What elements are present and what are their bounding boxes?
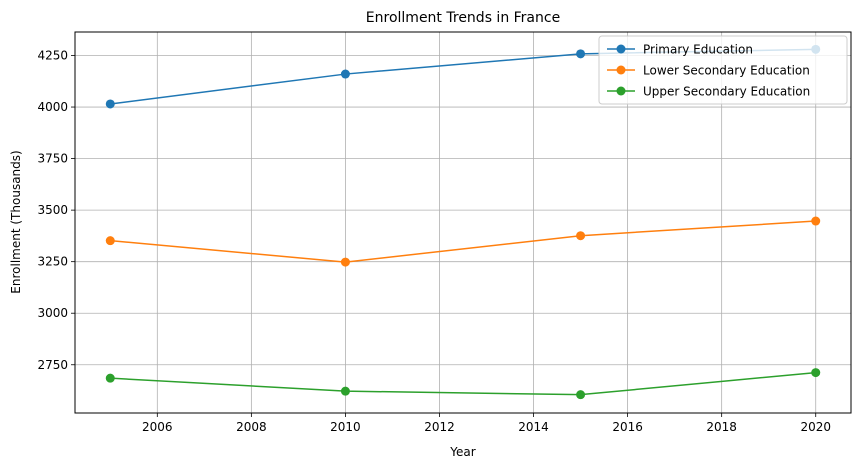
legend-marker: [616, 44, 626, 54]
y-axis: 2750 3000 3250 3500 3750 4000 4250: [37, 49, 75, 372]
series-group: [105, 44, 821, 400]
data-point: [105, 236, 115, 246]
legend-entry: Lower Secondary Education: [607, 64, 810, 78]
data-point: [105, 373, 115, 383]
legend-label: Primary Education: [643, 43, 753, 57]
legend-box: [598, 35, 848, 105]
data-point: [340, 386, 350, 396]
y-tick-label: 3000: [37, 306, 68, 320]
x-tick-label: 2014: [518, 420, 549, 434]
data-point: [340, 69, 350, 79]
x-tick-label: 2010: [330, 420, 361, 434]
plot-frame: [74, 31, 852, 414]
y-tick-label: 3250: [37, 255, 68, 269]
data-point: [811, 216, 821, 226]
series-2: [105, 216, 821, 267]
y-tick-label: 4000: [37, 100, 68, 114]
x-tick-label: 2012: [424, 420, 455, 434]
series-line: [110, 371, 816, 396]
data-point: [340, 257, 350, 267]
y-tick-label: 2750: [37, 358, 68, 372]
legend-entry: Primary Education: [607, 43, 753, 57]
legend-marker: [616, 86, 626, 96]
x-tick-label: 2008: [236, 420, 267, 434]
x-tick-label: 2016: [612, 420, 643, 434]
y-axis-label: Enrollment (Thousands): [9, 150, 23, 293]
data-point: [105, 99, 115, 109]
x-tick-label: 2020: [800, 420, 831, 434]
x-tick-label: 2018: [706, 420, 737, 434]
data-point: [576, 49, 586, 59]
x-axis-label: Year: [449, 445, 475, 459]
y-tick-label: 3500: [37, 203, 68, 217]
x-tick-label: 2006: [142, 420, 173, 434]
legend-label: Upper Secondary Education: [643, 85, 810, 99]
data-point: [811, 368, 821, 378]
legend-entry: Upper Secondary Education: [607, 85, 810, 99]
legend-label: Lower Secondary Education: [643, 64, 810, 78]
series-3: [105, 368, 821, 400]
chart-title: Enrollment Trends in France: [366, 10, 560, 26]
data-point: [576, 390, 586, 400]
series-line: [110, 220, 816, 263]
legend: Primary Education Lower Secondary Educati…: [598, 35, 848, 105]
y-tick-label: 3750: [37, 152, 68, 166]
data-point: [576, 231, 586, 241]
x-axis: 2006 2008 2010 2012 2014 2016 2018 2020: [142, 413, 831, 434]
y-tick-label: 4250: [37, 49, 68, 63]
legend-marker: [616, 65, 626, 75]
